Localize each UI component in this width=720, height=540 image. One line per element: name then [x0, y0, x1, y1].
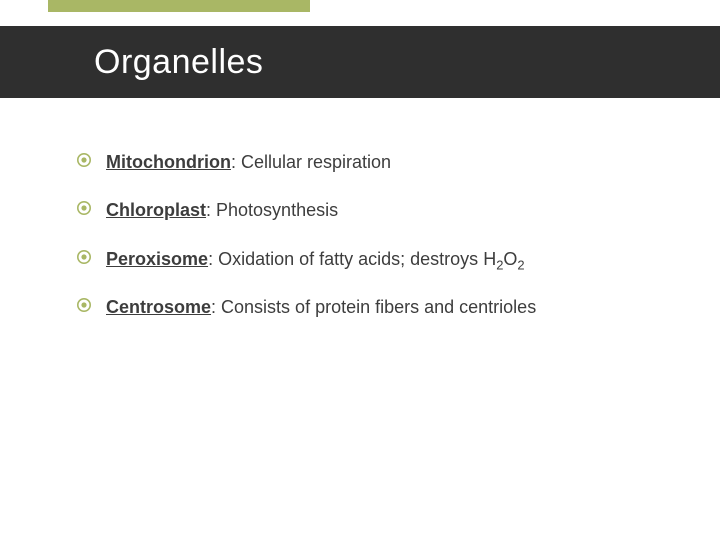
list-item: Chloroplast: Photosynthesis — [76, 198, 660, 222]
chemical-formula: H2O2 — [483, 249, 524, 269]
bullet-icon — [76, 249, 92, 265]
slide-title: Organelles — [94, 43, 263, 82]
bullet-icon — [76, 152, 92, 168]
slide: Organelles Mitochondrion: Cellular respi… — [0, 0, 720, 540]
list-item: Peroxisome: Oxidation of fatty acids; de… — [76, 247, 660, 271]
description: : Consists of protein fibers and centrio… — [211, 297, 536, 317]
term: Peroxisome — [106, 249, 208, 269]
term: Centrosome — [106, 297, 211, 317]
term: Chloroplast — [106, 200, 206, 220]
bullet-icon — [76, 200, 92, 216]
term: Mitochondrion — [106, 152, 231, 172]
bullet-icon — [76, 297, 92, 313]
list-item-text: Mitochondrion: Cellular respiration — [106, 150, 391, 174]
description: : Oxidation of fatty acids; destroys — [208, 249, 483, 269]
description: : Photosynthesis — [206, 200, 338, 220]
top-accent-bar — [48, 0, 310, 12]
list-item-text: Chloroplast: Photosynthesis — [106, 198, 338, 222]
list-item: Mitochondrion: Cellular respiration — [76, 150, 660, 174]
list-item: Centrosome: Consists of protein fibers a… — [76, 295, 660, 319]
list-item-text: Peroxisome: Oxidation of fatty acids; de… — [106, 247, 525, 271]
title-bar: Organelles — [0, 26, 720, 98]
description: : Cellular respiration — [231, 152, 391, 172]
list-item-text: Centrosome: Consists of protein fibers a… — [106, 295, 536, 319]
content-area: Mitochondrion: Cellular respiration Chlor… — [76, 150, 660, 343]
